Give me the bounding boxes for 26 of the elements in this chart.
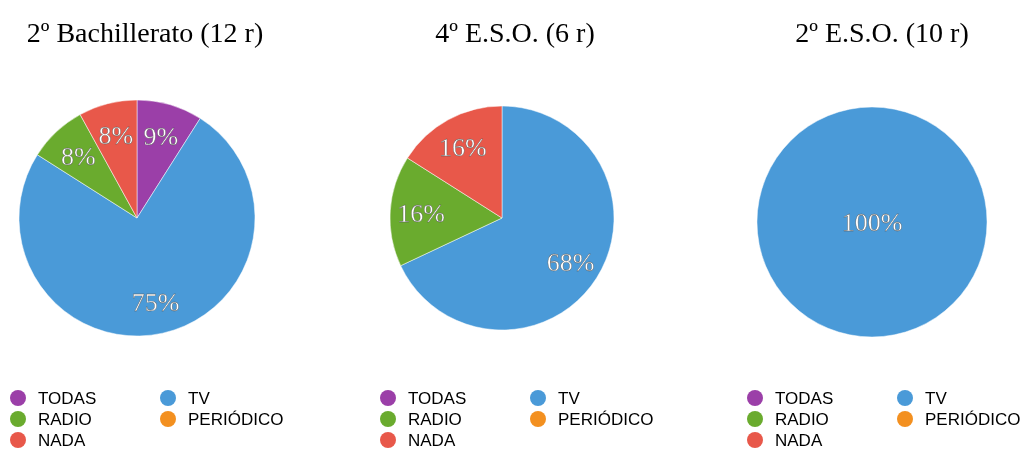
legend-label: TODAS: [775, 388, 834, 408]
legend-label: TODAS: [38, 388, 97, 408]
legend-label: RADIO: [408, 409, 462, 429]
legend-label: NADA: [408, 430, 456, 450]
data-label: 75%: [131, 287, 180, 317]
legend-label: PERIÓDICO: [925, 409, 1021, 429]
legend-label: TV: [558, 388, 581, 408]
data-label: 9%: [143, 121, 179, 151]
legend-label: NADA: [775, 430, 823, 450]
legend-label: TV: [925, 388, 948, 408]
data-label: 68%: [546, 247, 595, 277]
data-label: 8%: [98, 121, 134, 151]
legend-label: RADIO: [775, 409, 829, 429]
chart-title: 4º E.S.O. (6 r): [435, 17, 595, 48]
data-label: 100%: [841, 208, 903, 238]
chart-title: 2º E.S.O. (10 r): [795, 17, 969, 48]
legend-label: RADIO: [38, 409, 92, 429]
chart-title: 2º Bachillerato (12 r): [26, 17, 264, 48]
data-label: 8%: [61, 141, 96, 171]
data-label: 16%: [397, 199, 445, 228]
data-label: 16%: [439, 132, 487, 162]
legend-label: NADA: [38, 430, 86, 450]
legend-label: TODAS: [408, 388, 467, 408]
legend-label: PERIÓDICO: [558, 409, 654, 429]
legend-label: TV: [188, 388, 211, 408]
legend-label: PERIÓDICO: [188, 409, 284, 429]
